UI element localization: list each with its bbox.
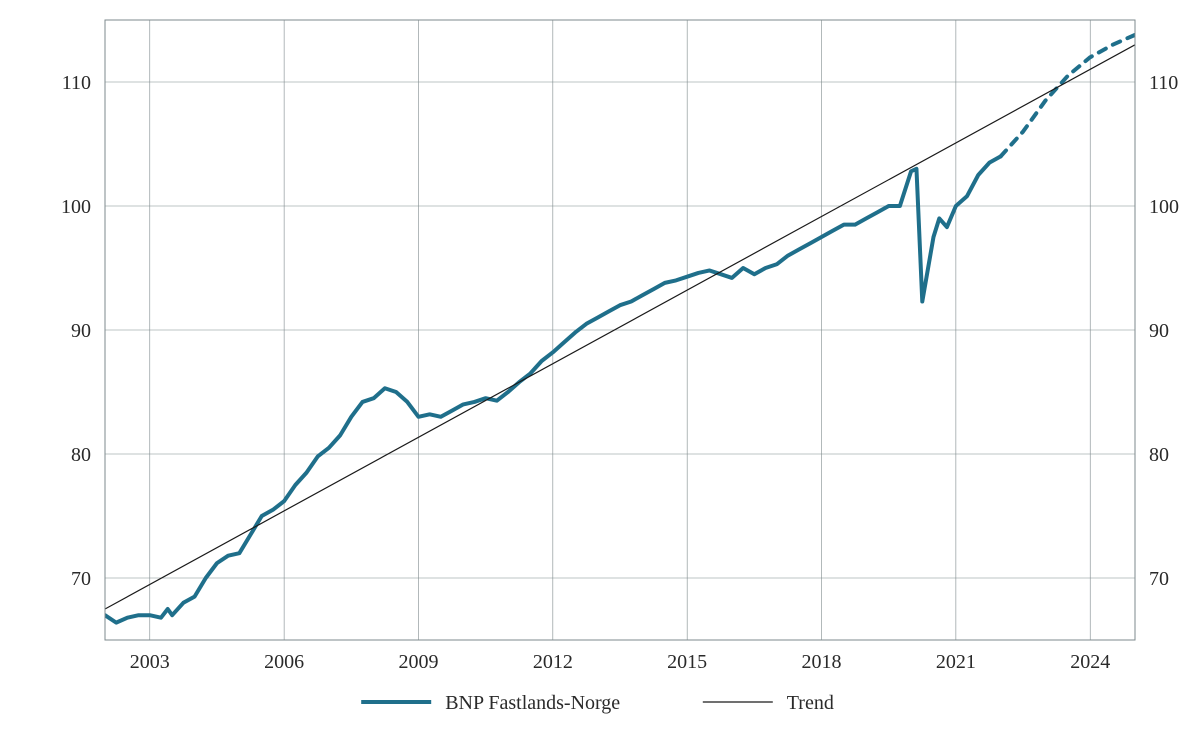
y-tick-label-right: 90: [1149, 320, 1169, 342]
y-tick-label-left: 70: [71, 568, 91, 590]
x-tick-label: 2012: [533, 651, 573, 673]
chart-svg: 2003 2006 2009 2012 2015 2018 2021 2024 70 70 80 80…: [0, 0, 1200, 739]
y-tick-label-right: 70: [1149, 568, 1169, 590]
x-tick-label: 2003: [130, 651, 170, 673]
y-tick-label-right: 100: [1149, 196, 1179, 218]
y-tick-label-right: 80: [1149, 444, 1169, 466]
y-tick-label-left: 80: [71, 444, 91, 466]
x-tick-label: 2024: [1070, 651, 1110, 673]
gdp-mainland-norway-chart: 2003 2006 2009 2012 2015 2018 2021 2024 70 70 80 80…: [0, 0, 1200, 739]
x-tick-label: 2018: [802, 651, 842, 673]
legend-label: BNP Fastlands-Norge: [445, 692, 620, 714]
y-tick-label-left: 100: [61, 196, 91, 218]
y-tick-label-left: 90: [71, 320, 91, 342]
x-tick-label: 2006: [264, 651, 304, 673]
x-tick-label: 2021: [936, 651, 976, 673]
y-tick-label-left: 110: [62, 72, 91, 94]
x-tick-label: 2009: [398, 651, 438, 673]
y-tick-label-right: 110: [1149, 72, 1178, 94]
legend-label: Trend: [787, 692, 834, 714]
x-tick-label: 2015: [667, 651, 707, 673]
